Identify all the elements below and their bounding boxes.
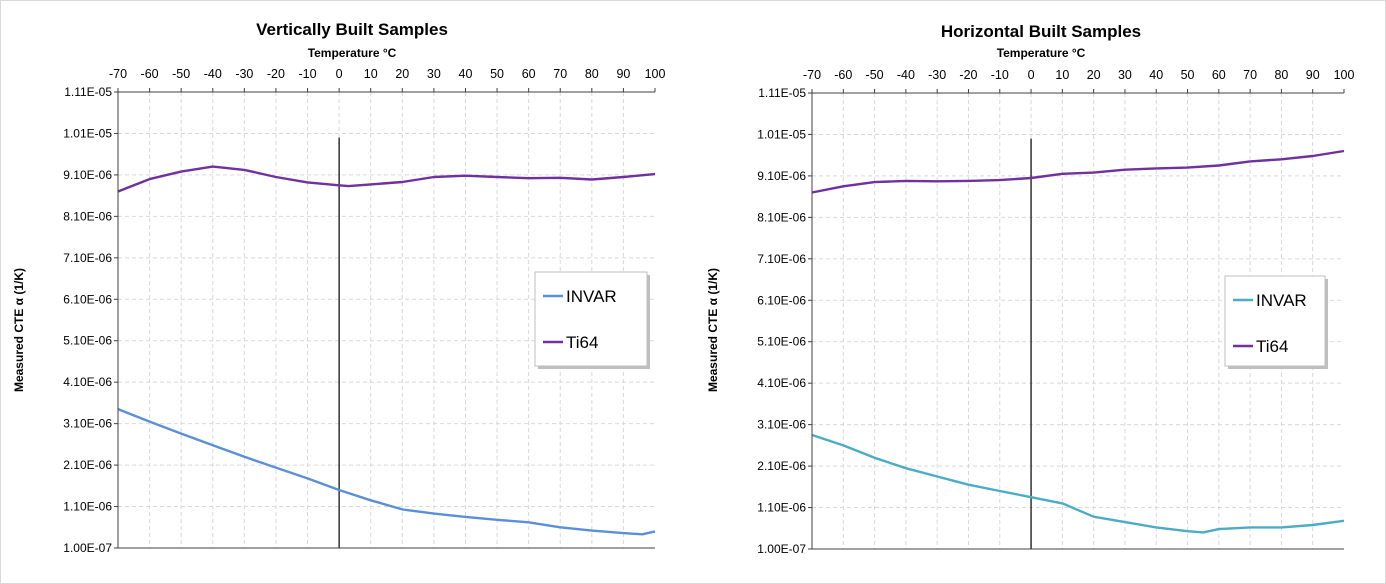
x-tick-label: 60 <box>1212 68 1226 82</box>
y-tick-label: 6.10E-06 <box>757 293 806 307</box>
chart-horizontal-svg: Horizontal Built Samples Temperature °C … <box>706 22 1355 556</box>
x-tick-label: 90 <box>1306 68 1320 82</box>
x-tick-label: -20 <box>267 67 285 81</box>
x-tick-label: 90 <box>616 67 630 81</box>
legend-label-invar: INVAR <box>1256 291 1307 310</box>
y-tick-label: 7.10E-06 <box>63 251 112 265</box>
y-tick-label: 3.10E-06 <box>757 418 806 432</box>
x-tick-label: -50 <box>866 68 884 82</box>
chart-horizontal: Horizontal Built Samples Temperature °C … <box>693 0 1386 584</box>
x-tick-label: 20 <box>395 67 409 81</box>
x-tick-label: -40 <box>204 67 222 81</box>
x-tick-label: -30 <box>235 67 253 81</box>
y-tick-label: 3.10E-06 <box>63 417 112 431</box>
chart-vertical: Vertically Built Samples Temperature °C … <box>12 20 666 555</box>
x-tick-label: 40 <box>1149 68 1163 82</box>
x-tick-label: 50 <box>1181 68 1195 82</box>
x-axis-label: Temperature °C <box>308 46 397 60</box>
x-tick-label: -20 <box>959 68 977 82</box>
x-tick-label: -40 <box>897 68 915 82</box>
x-tick-label: 30 <box>427 67 441 81</box>
legend-box <box>534 271 648 367</box>
y-tick-label: 2.10E-06 <box>63 458 112 472</box>
x-tick-label: 80 <box>585 67 599 81</box>
x-tick-label: 70 <box>1243 68 1257 82</box>
x-axis-label: Temperature °C <box>997 46 1086 60</box>
series-line-ti64 <box>811 149 1345 194</box>
x-tick-label: 100 <box>1334 68 1355 82</box>
y-tick-label: 6.10E-06 <box>63 292 112 306</box>
y-tick-label: 1.11E-05 <box>64 85 112 99</box>
x-tick-label: 0 <box>336 67 343 81</box>
y-tick-label: 1.00E-07 <box>63 541 112 555</box>
x-tick-label: 80 <box>1274 68 1288 82</box>
y-tick-label: 2.10E-06 <box>757 459 806 473</box>
x-tick-label: -60 <box>834 68 852 82</box>
x-tick-label: -60 <box>141 67 159 81</box>
y-axis-label: Measured CTE α (1/K) <box>12 268 26 392</box>
x-tick-label: 60 <box>522 67 536 81</box>
y-tick-label: 7.10E-06 <box>757 252 806 266</box>
y-tick-label: 1.11E-05 <box>758 86 806 100</box>
x-tick-label: -70 <box>803 68 821 82</box>
y-tick-label: 1.01E-05 <box>63 126 112 140</box>
x-tick-label: 10 <box>1055 68 1069 82</box>
chart-title: Vertically Built Samples <box>256 20 448 39</box>
y-tick-label: 9.10E-06 <box>63 168 112 182</box>
y-tick-label: 8.10E-06 <box>757 210 806 224</box>
series-line-invar <box>811 433 1345 534</box>
y-axis-label: Measured CTE α (1/K) <box>706 268 720 392</box>
x-tick-label: 10 <box>364 67 378 81</box>
y-tick-label: 1.01E-05 <box>757 127 806 141</box>
y-tick-label: 8.10E-06 <box>63 209 112 223</box>
x-tick-label: -10 <box>298 67 316 81</box>
y-tick-label: 4.10E-06 <box>757 376 806 390</box>
y-tick-label: 5.10E-06 <box>63 334 112 348</box>
x-tick-label: -50 <box>172 67 190 81</box>
x-tick-label: -30 <box>928 68 946 82</box>
x-tick-label: 20 <box>1087 68 1101 82</box>
legend-label-ti64: Ti64 <box>1256 337 1288 356</box>
legend-box <box>1224 275 1326 367</box>
x-tick-label: 50 <box>490 67 504 81</box>
y-tick-label: 5.10E-06 <box>757 335 806 349</box>
x-tick-label: -10 <box>991 68 1009 82</box>
y-tick-label: 1.10E-06 <box>757 501 806 515</box>
x-tick-label: 70 <box>553 67 567 81</box>
x-tick-label: 0 <box>1028 68 1035 82</box>
y-tick-label: 1.00E-07 <box>757 542 806 556</box>
series-line-ti64 <box>117 165 656 193</box>
chart-title: Horizontal Built Samples <box>941 22 1141 41</box>
x-tick-label: 100 <box>645 67 666 81</box>
series-line-invar <box>117 407 656 536</box>
y-tick-label: 1.10E-06 <box>63 500 112 514</box>
x-tick-label: 40 <box>459 67 473 81</box>
legend-label-ti64: Ti64 <box>566 333 598 352</box>
y-tick-label: 4.10E-06 <box>63 375 112 389</box>
chart-vertical-svg: Vertically Built Samples Temperature °C … <box>12 20 666 555</box>
legend-label-invar: INVAR <box>566 287 617 306</box>
x-tick-label: 30 <box>1118 68 1132 82</box>
y-tick-label: 9.10E-06 <box>757 169 806 183</box>
x-tick-label: -70 <box>109 67 127 81</box>
